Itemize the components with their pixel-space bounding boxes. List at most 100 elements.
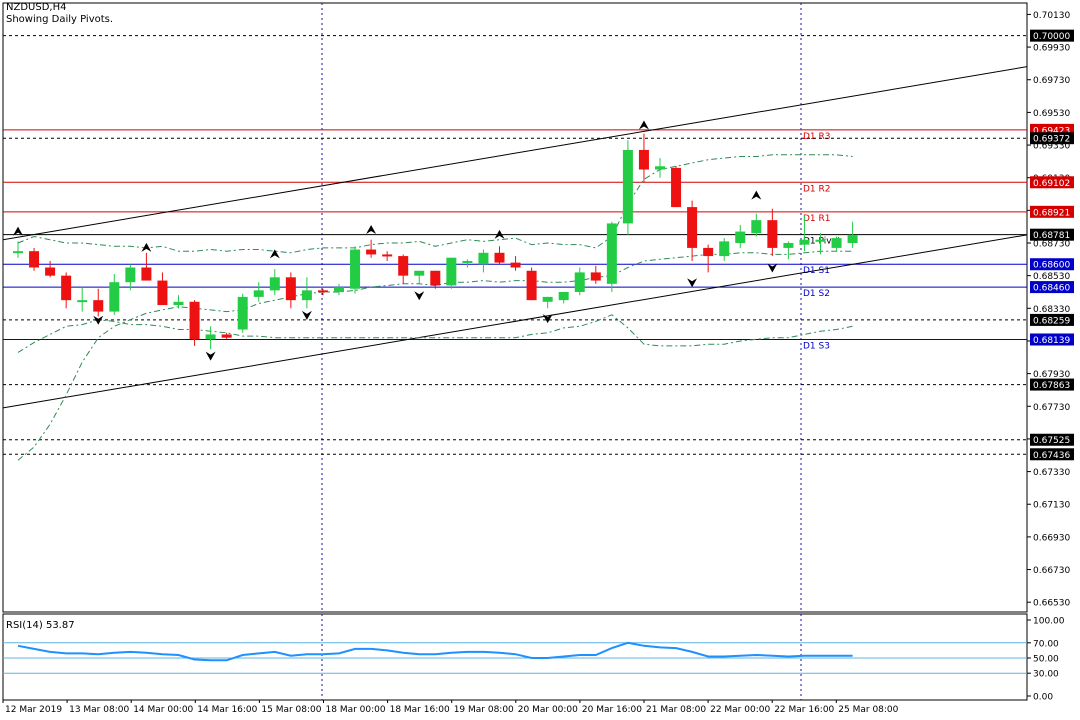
candle-body xyxy=(334,287,344,292)
time-tick-label: 14 Mar 16:00 xyxy=(197,705,257,715)
candle-body xyxy=(622,149,633,224)
candle-body xyxy=(671,167,682,208)
fractal-up-arrow xyxy=(13,226,23,236)
level-price-tag xyxy=(1030,228,1074,241)
level-price-tag xyxy=(1030,281,1074,294)
candle-body xyxy=(703,247,714,257)
level-price-tag xyxy=(1030,433,1074,446)
fractal-up-arrow xyxy=(638,120,649,130)
candle-body xyxy=(189,301,200,340)
level-price-text: 0.68921 xyxy=(1033,208,1070,218)
price-tick-label: 0.67130 xyxy=(1033,501,1070,511)
candle-body xyxy=(109,282,120,312)
level-price-tag xyxy=(1030,176,1074,189)
candle-body xyxy=(558,291,569,301)
price-tick-label: 0.68330 xyxy=(1033,305,1070,315)
time-tick-label: 14 Mar 00:00 xyxy=(133,705,193,715)
price-tick-label: 0.69330 xyxy=(1033,142,1070,152)
time-tick-label: 18 Mar 16:00 xyxy=(390,705,450,715)
level-price-text: 0.68259 xyxy=(1033,316,1070,326)
fractal-down-arrow xyxy=(93,315,104,325)
candle-body xyxy=(526,270,537,301)
level-price-text: 0.70000 xyxy=(1033,32,1070,42)
pivot-level-label: D1 R3 xyxy=(803,132,831,142)
rsi-tick-label: 100.00 xyxy=(1033,617,1065,627)
price-tick-label: 0.68530 xyxy=(1033,272,1070,282)
candle-body xyxy=(398,256,409,276)
fractal-down-arrow xyxy=(542,314,553,324)
price-tick-label: 0.67330 xyxy=(1033,468,1070,478)
candle-body xyxy=(125,267,136,283)
price-tick-label: 0.70130 xyxy=(1033,11,1070,21)
chart-symbol-label: NZDUSD,H4 xyxy=(6,2,67,13)
candle-body xyxy=(815,239,826,242)
candle-body xyxy=(478,252,489,265)
time-tick-label: 20 Mar 00:00 xyxy=(518,705,578,715)
candle-body xyxy=(751,220,762,234)
candle-body xyxy=(430,270,441,286)
candle-body xyxy=(366,249,377,255)
fractal-down-arrow xyxy=(414,291,425,301)
candle-body xyxy=(831,238,842,248)
candle-body xyxy=(494,252,505,263)
candle-body xyxy=(510,262,521,268)
candle-body xyxy=(61,275,72,301)
candle-body xyxy=(141,267,152,281)
level-price-tag xyxy=(1030,258,1074,271)
candle-body xyxy=(638,149,649,170)
level-price-text: 0.68600 xyxy=(1033,261,1070,271)
level-price-text: 0.69102 xyxy=(1033,179,1070,189)
time-tick-label: 15 Mar 08:00 xyxy=(261,705,321,715)
candle-body xyxy=(767,220,778,248)
candle-body xyxy=(45,267,56,276)
candle-body xyxy=(446,257,457,286)
rsi-label: RSI(14) 53.87 xyxy=(6,620,75,631)
candle-body xyxy=(542,296,553,302)
candle-body xyxy=(687,207,698,248)
pivot-level-label: D1 S2 xyxy=(803,289,830,299)
candle-body xyxy=(317,290,328,293)
fractal-down-arrow xyxy=(205,351,216,361)
candle-body xyxy=(462,260,473,263)
fractal-up-arrow xyxy=(494,229,505,239)
price-pane-frame xyxy=(2,2,1028,613)
candle-body xyxy=(253,290,264,297)
price-tick-label: 0.67730 xyxy=(1033,403,1070,413)
candle-body xyxy=(13,251,23,254)
time-tick-label: 19 Mar 08:00 xyxy=(454,705,514,715)
level-price-text: 0.68781 xyxy=(1033,231,1070,241)
fractal-down-arrow xyxy=(767,263,778,273)
candle-body xyxy=(655,166,665,170)
chart-subtitle: Showing Daily Pivots. xyxy=(6,14,114,25)
fractal-down-arrow xyxy=(687,278,698,288)
pivot-level-label: D1 S1 xyxy=(803,266,830,276)
candle-body xyxy=(93,300,104,312)
time-tick-label: 13 Mar 08:00 xyxy=(69,705,129,715)
candle-body xyxy=(237,296,248,330)
level-price-text: 0.69423 xyxy=(1033,126,1070,136)
pivot-level-label: D1 R1 xyxy=(803,214,831,224)
level-price-tag xyxy=(1030,333,1074,346)
fractal-down-arrow xyxy=(301,310,312,320)
level-price-text: 0.67863 xyxy=(1033,381,1070,391)
candle-body xyxy=(301,290,312,301)
price-tick-label: 0.69730 xyxy=(1033,76,1070,86)
level-price-tag xyxy=(1030,313,1074,326)
candle-body xyxy=(414,270,425,276)
time-tick-label: 12 Mar 2019 xyxy=(5,705,62,715)
candle-body xyxy=(173,301,184,306)
rsi-tick-label: 50.00 xyxy=(1033,655,1059,665)
candle-body xyxy=(221,334,232,338)
candle-body xyxy=(606,223,617,284)
candle-body xyxy=(574,272,585,292)
envelope-upper-line xyxy=(17,154,853,254)
fractal-up-arrow xyxy=(751,190,762,200)
rsi-tick-label: 0.00 xyxy=(1033,693,1053,703)
time-tick-label: 25 Mar 08:00 xyxy=(838,705,898,715)
level-price-text: 0.68139 xyxy=(1033,336,1070,346)
pivot-level-label: D1 R2 xyxy=(803,184,831,194)
candle-body xyxy=(799,239,810,245)
fractal-up-arrow xyxy=(141,242,152,252)
candle-body xyxy=(783,243,794,248)
